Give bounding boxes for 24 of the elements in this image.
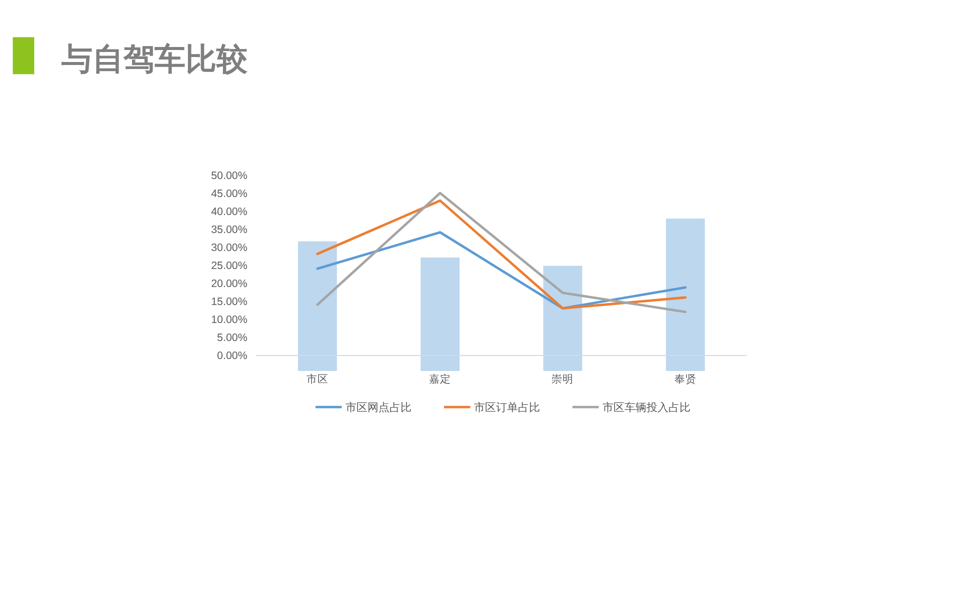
y-tick-label: 30.00% <box>211 242 248 254</box>
bar <box>543 266 582 371</box>
legend-label: 市区订单占比 <box>474 400 540 414</box>
y-tick-label: 45.00% <box>211 188 248 200</box>
bar <box>298 241 337 371</box>
chart-title: 与自驾车比较 <box>60 41 248 76</box>
y-tick-label: 5.00% <box>217 332 248 344</box>
bar <box>420 258 460 371</box>
y-tick-label: 35.00% <box>211 224 248 236</box>
x-tick-label: 崇明 <box>552 372 574 386</box>
y-tick-label: 25.00% <box>211 260 248 272</box>
x-tick-label: 嘉定 <box>429 372 452 386</box>
legend-label: 市区网点占比 <box>346 400 412 414</box>
line-series <box>316 231 687 310</box>
x-tick-label: 市区 <box>306 372 328 386</box>
bar <box>666 218 705 371</box>
y-tick-label: 40.00% <box>211 206 248 218</box>
y-tick-label: 15.00% <box>211 296 248 308</box>
y-tick-label: 0.00% <box>217 350 248 362</box>
y-tick-label: 20.00% <box>211 278 248 290</box>
y-tick-label: 50.00% <box>211 170 248 182</box>
x-tick-label: 奉贤 <box>674 374 696 386</box>
y-tick-label: 10.00% <box>211 314 248 326</box>
legend-label: 市区车辆投入占比 <box>602 400 691 414</box>
